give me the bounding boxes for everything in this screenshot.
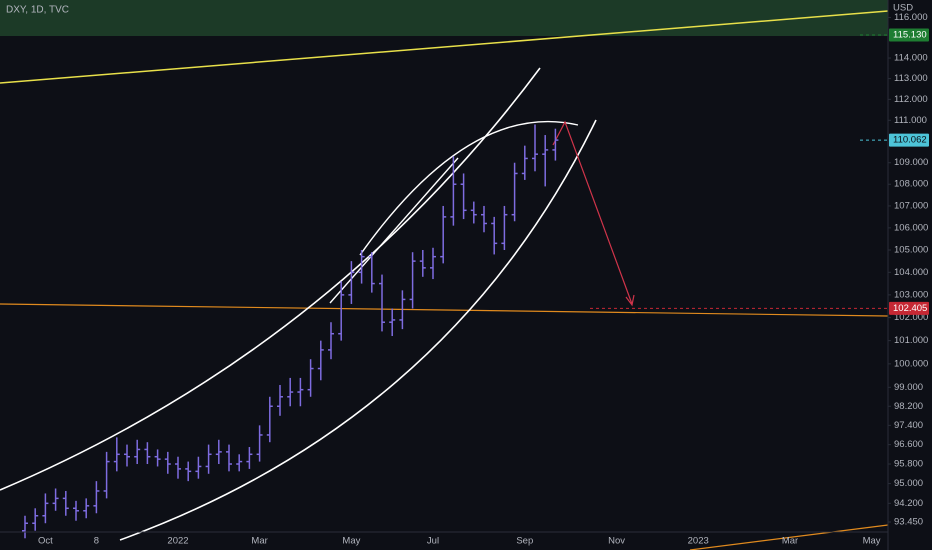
trend-line [329,157,459,304]
y-tick-label: 102.000 [894,312,928,323]
y-tick-label: 113.000 [894,73,928,84]
price-label: 115.130 [893,30,927,41]
x-tick-label: May [342,536,360,547]
y-tick-label: 100.000 [894,358,928,369]
y-tick-label: 112.000 [894,94,928,105]
y-tick-label: 109.000 [894,157,928,168]
chart-title: DXY, 1D, TVC [6,5,69,16]
price-label-box [889,133,929,147]
y-tick-label: 114.000 [894,53,928,64]
y-tick-label: 103.000 [894,289,928,300]
x-tick-label: May [863,536,881,547]
x-tick-label: Jul [427,536,439,547]
x-tick-label: Nov [608,536,625,547]
support-line [0,303,889,317]
y-tick-label: 95.800 [894,459,923,470]
y-tick-label: 98.200 [894,401,923,412]
y-tick-label: 107.000 [894,200,928,211]
price-label-box [889,301,929,315]
arc [359,120,579,256]
price-label: 110.062 [893,135,927,146]
y-tick-label: 99.000 [894,382,923,393]
x-tick-label: Oct [38,536,53,547]
plot-area [22,124,559,539]
x-tick-label: 2022 [167,536,188,547]
y-tick-label: 93.450 [894,517,923,528]
projection-arrow [552,120,635,307]
trend-line [689,524,889,550]
price-label-box [889,28,929,42]
y-tick-label: 97.400 [894,420,923,431]
x-tick-label: 2023 [688,536,709,547]
y-tick-label: 111.000 [894,115,927,126]
channel-lower [119,119,597,541]
y-tick-label: 94.200 [894,498,923,509]
x-tick-label: Sep [516,536,533,547]
x-tick-label: Mar [782,536,798,547]
unit: USD [893,3,913,14]
y-tick-label: 116.000 [894,12,928,23]
y-tick-label: 101.000 [894,335,928,346]
target-zone [0,0,888,36]
y-tick-label: 108.000 [894,179,928,190]
x-tick-label: 8 [94,536,99,547]
price-axis [888,0,932,550]
y-tick-label: 95.000 [894,478,923,489]
x-tick-label: Mar [251,536,267,547]
y-tick-label: 96.600 [894,439,923,450]
y-tick-label: 106.000 [894,222,928,233]
price-label: 102.405 [893,303,927,314]
channel-upper [0,67,541,491]
y-tick-label: 105.000 [894,245,928,256]
y-tick-label: 104.000 [894,267,928,278]
trend-line [0,10,889,84]
